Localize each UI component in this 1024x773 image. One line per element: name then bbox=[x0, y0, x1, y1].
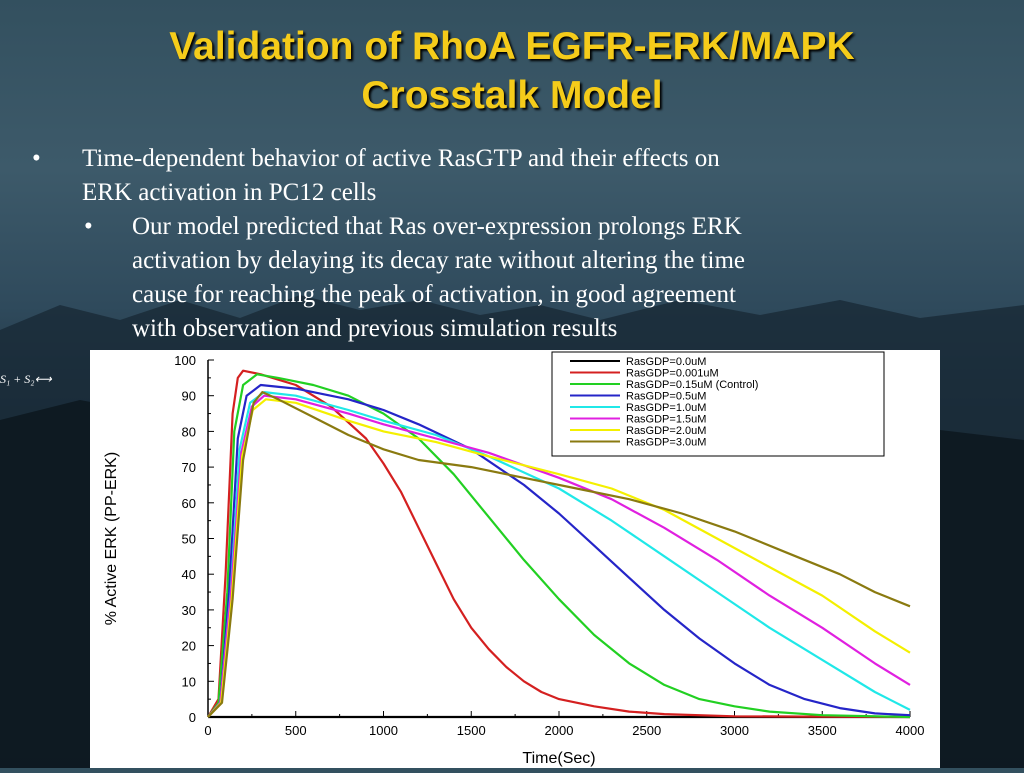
series-line bbox=[207, 373, 911, 719]
bullet-1-line-1: Time-dependent behavior of active RasGTP… bbox=[82, 145, 720, 172]
bullet-2-line-2: activation by delaying its decay rate wi… bbox=[132, 247, 746, 274]
legend-label: RasGDP=0.0uM bbox=[626, 356, 706, 368]
x-tick-label: 2000 bbox=[545, 723, 574, 738]
y-tick-label: 20 bbox=[182, 639, 196, 654]
bullet-1-line-2: ERK activation in PC12 cells bbox=[82, 179, 377, 206]
bullet-marker: • bbox=[32, 145, 41, 172]
x-tick-label: 1500 bbox=[457, 723, 486, 738]
y-tick-label: 60 bbox=[182, 496, 196, 511]
bullet-marker: • bbox=[84, 213, 93, 240]
title-line-1: Validation of RhoA EGFR-ERK/MAPK bbox=[169, 25, 855, 68]
legend-label: RasGDP=1.5uM bbox=[626, 414, 706, 426]
x-tick-label: 2500 bbox=[632, 723, 661, 738]
bullet-list: • Time-dependent behavior of active RasG… bbox=[32, 142, 992, 346]
y-tick-label: 0 bbox=[189, 710, 196, 725]
legend-box bbox=[551, 351, 885, 457]
legend-label: RasGDP=0.001uM bbox=[626, 368, 719, 380]
bullet-item-1: • Time-dependent behavior of active RasG… bbox=[32, 142, 992, 210]
bullet-2-line-4: with observation and previous simulation… bbox=[132, 315, 618, 342]
y-tick-label: 100 bbox=[174, 353, 196, 368]
legend-label: RasGDP=2.0uM bbox=[626, 425, 706, 437]
x-tick-label: 500 bbox=[285, 723, 307, 738]
y-tick-label: 30 bbox=[182, 603, 196, 618]
formula-fragment: S₁ + S₂⟷ bbox=[0, 372, 52, 386]
bullet-item-2: • Our model predicted that Ras over-expr… bbox=[32, 210, 992, 346]
series-line bbox=[207, 391, 911, 718]
y-tick-label: 10 bbox=[182, 674, 196, 689]
x-tick-label: 3000 bbox=[720, 723, 749, 738]
legend-label: RasGDP=0.5uM bbox=[626, 391, 706, 403]
bullet-2-line-3: cause for reaching the peak of activatio… bbox=[132, 281, 736, 308]
y-axis-label: % Active ERK (PP-ERK) bbox=[103, 452, 120, 625]
x-axis-label: Time(Sec) bbox=[522, 750, 595, 767]
y-tick-label: 50 bbox=[182, 532, 196, 547]
y-tick-label: 80 bbox=[182, 424, 196, 439]
title-line-2: Crosstalk Model bbox=[361, 74, 663, 117]
x-tick-label: 3500 bbox=[808, 723, 837, 738]
legend-label: RasGDP=1.0uM bbox=[626, 402, 706, 414]
legend-label: RasGDP=3.0uM bbox=[626, 437, 706, 449]
y-tick-label: 40 bbox=[182, 567, 196, 582]
x-tick-label: 1000 bbox=[369, 723, 398, 738]
series-line bbox=[207, 398, 911, 718]
y-tick-label: 70 bbox=[182, 460, 196, 475]
chart-panel: 0 10 20 30 40 50 60 70 80 90 100 0 500 1000 1500 2000 25… bbox=[90, 350, 940, 768]
x-tick-label: 4000 bbox=[896, 723, 925, 738]
bullet-2-line-1: Our model predicted that Ras over-expres… bbox=[132, 213, 742, 240]
series-line bbox=[207, 369, 911, 719]
y-tick-label: 90 bbox=[182, 389, 196, 404]
series-line bbox=[207, 391, 911, 718]
series-line bbox=[207, 383, 911, 718]
series-line bbox=[207, 394, 911, 718]
legend-label: RasGDP=0.15uM (Control) bbox=[626, 379, 758, 391]
x-tick-label: 0 bbox=[204, 723, 211, 738]
slide-title: Validation of RhoA EGFR-ERK/MAPK Crossta… bbox=[0, 22, 1024, 120]
